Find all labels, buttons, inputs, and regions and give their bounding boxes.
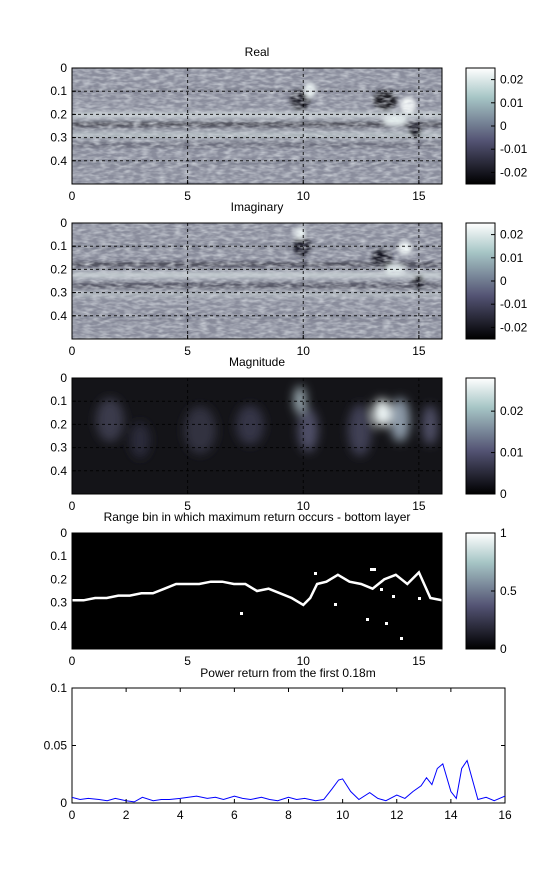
panel-title: Real xyxy=(245,45,270,59)
colorbar-tick-label: 0.02 xyxy=(500,73,524,87)
colorbar xyxy=(465,532,496,650)
y-tick-label: 0.3 xyxy=(50,131,67,145)
y-tick-label: 0 xyxy=(60,61,67,75)
colorbar-tick-label: 0.02 xyxy=(500,228,524,242)
x-tick-label: 5 xyxy=(184,344,191,358)
x-tick-label: 5 xyxy=(184,189,191,203)
y-tick-label: 0.1 xyxy=(50,239,67,253)
axes-frame xyxy=(71,67,443,185)
colorbar-tick-label: -0.01 xyxy=(500,142,528,156)
x-tick-label: 6 xyxy=(231,808,238,822)
image-panel-axes: 00.10.20.30.40 5 10 150.020.010-0.01-0.0200… xyxy=(50,61,527,668)
panel-title: Range bin in which maximum return occurs… xyxy=(104,510,411,524)
x-tick-label: 0 xyxy=(69,654,76,668)
colorbar-tick-label: 0.01 xyxy=(500,446,524,460)
colorbar xyxy=(465,67,496,185)
x-tick-label: 4 xyxy=(177,808,184,822)
y-tick-label: 0.4 xyxy=(50,309,67,323)
y-tick-label: 0.3 xyxy=(50,441,67,455)
x-tick-label: 5 xyxy=(184,499,191,513)
line-panel-axes: 0 0.05 0.1 0 2 4 6 8 10 12 14 16 xyxy=(44,681,512,822)
heatmap-imaginary xyxy=(72,223,442,339)
y-tick-label: 0.2 xyxy=(50,262,67,276)
y-tick-label: 0 xyxy=(60,796,67,810)
y-tick-label: 0 xyxy=(60,371,67,385)
max-return-trace xyxy=(72,570,442,607)
y-tick-label: 0.3 xyxy=(50,596,67,610)
x-tick-label: 10 xyxy=(297,499,311,513)
x-tick-label: 16 xyxy=(498,808,512,822)
y-tick-label: 0.3 xyxy=(50,286,67,300)
colorbar-tick-label: -0.01 xyxy=(500,297,528,311)
x-tick-label: 0 xyxy=(69,344,76,358)
x-tick-label: 10 xyxy=(336,808,350,822)
y-tick-label: 0 xyxy=(60,216,67,230)
y-tick-label: 0 xyxy=(60,526,67,540)
colorbar-tick-label: -0.02 xyxy=(500,165,528,179)
x-tick-label: 10 xyxy=(297,344,311,358)
y-tick-label: 0.05 xyxy=(44,739,68,753)
axes-mag: 0 0.1 0.2 0.3 0.4 0 5 10 15 0.02 0.01 0 xyxy=(50,371,523,513)
colorbar xyxy=(465,222,496,340)
colorbar-tick-label: 0.01 xyxy=(500,96,524,110)
x-tick-label: 10 xyxy=(297,654,311,668)
x-tick-label: 5 xyxy=(184,654,191,668)
colorbar xyxy=(465,377,496,495)
x-tick-label: 15 xyxy=(412,654,426,668)
heatmap-magnitude xyxy=(72,378,442,494)
heatmap-real xyxy=(72,68,442,184)
y-tick-label: 0.1 xyxy=(50,681,67,695)
y-tick-label: 0.1 xyxy=(50,84,67,98)
axes-frame xyxy=(71,222,443,340)
panel-real: Real xyxy=(72,45,442,184)
x-tick-label: 10 xyxy=(297,189,311,203)
panel-imaginary: Imaginary xyxy=(72,200,442,339)
colorbar-tick-label: 0.01 xyxy=(500,251,524,265)
heatmap-range-bin xyxy=(72,533,442,649)
y-tick-label: 0.4 xyxy=(50,619,67,633)
axes-real: 0 0.1 0.2 0.3 0.4 0 5 10 15 0.02 0.01 0 -0.01 -0.02 xyxy=(50,61,527,203)
colorbar-tick-label: 0.02 xyxy=(500,404,524,418)
colorbar-tick-label: 0 xyxy=(500,642,507,656)
y-tick-label: 0.1 xyxy=(50,394,67,408)
x-tick-label: 15 xyxy=(412,189,426,203)
colorbar-tick-label: 0.5 xyxy=(500,584,517,598)
y-tick-label: 0.2 xyxy=(50,417,67,431)
y-tick-label: 0.1 xyxy=(50,549,67,563)
colorbar-tick-label: 0 xyxy=(500,487,507,501)
panel-title: Power return from the first 0.18m xyxy=(200,666,375,680)
x-tick-label: 14 xyxy=(444,808,458,822)
axes-frame xyxy=(71,532,443,650)
x-tick-label: 0 xyxy=(69,189,76,203)
y-tick-label: 0.2 xyxy=(50,107,67,121)
x-tick-label: 15 xyxy=(412,344,426,358)
panel-title: Imaginary xyxy=(231,200,284,214)
panel-title: Magnitude xyxy=(229,355,285,369)
x-tick-label: 2 xyxy=(123,808,130,822)
axes-imag: 0 0.1 0.2 0.3 0.4 0 5 10 15 0.02 0.01 0 -0.01 -0.02 xyxy=(50,216,527,358)
power-return-line xyxy=(72,759,505,803)
x-tick-label: 8 xyxy=(285,808,292,822)
panel-power-return: Power return from the first 0.18m 00.050… xyxy=(44,666,512,822)
x-tick-label: 15 xyxy=(412,499,426,513)
x-tick-label: 12 xyxy=(390,808,404,822)
x-tick-label: 0 xyxy=(69,808,76,822)
panel-magnitude: Magnitude xyxy=(72,355,442,494)
scattered-pixels xyxy=(240,568,421,640)
colorbar-tick-label: -0.02 xyxy=(500,320,528,334)
x-tick-label: 0 xyxy=(69,499,76,513)
colorbar-tick-label: 0 xyxy=(500,274,507,288)
axes-bin: 0 0.1 0.2 0.3 0.4 0 5 10 15 1 0.5 0 xyxy=(50,526,517,668)
y-tick-label: 0.4 xyxy=(50,154,67,168)
y-tick-label: 0.2 xyxy=(50,572,67,586)
colorbar-tick-label: 0 xyxy=(500,119,507,133)
y-tick-label: 0.4 xyxy=(50,464,67,478)
axes-frame xyxy=(71,377,443,495)
panel-range-bin: Range bin in which maximum return occurs… xyxy=(72,510,442,649)
colorbar-tick-label: 1 xyxy=(500,526,507,540)
